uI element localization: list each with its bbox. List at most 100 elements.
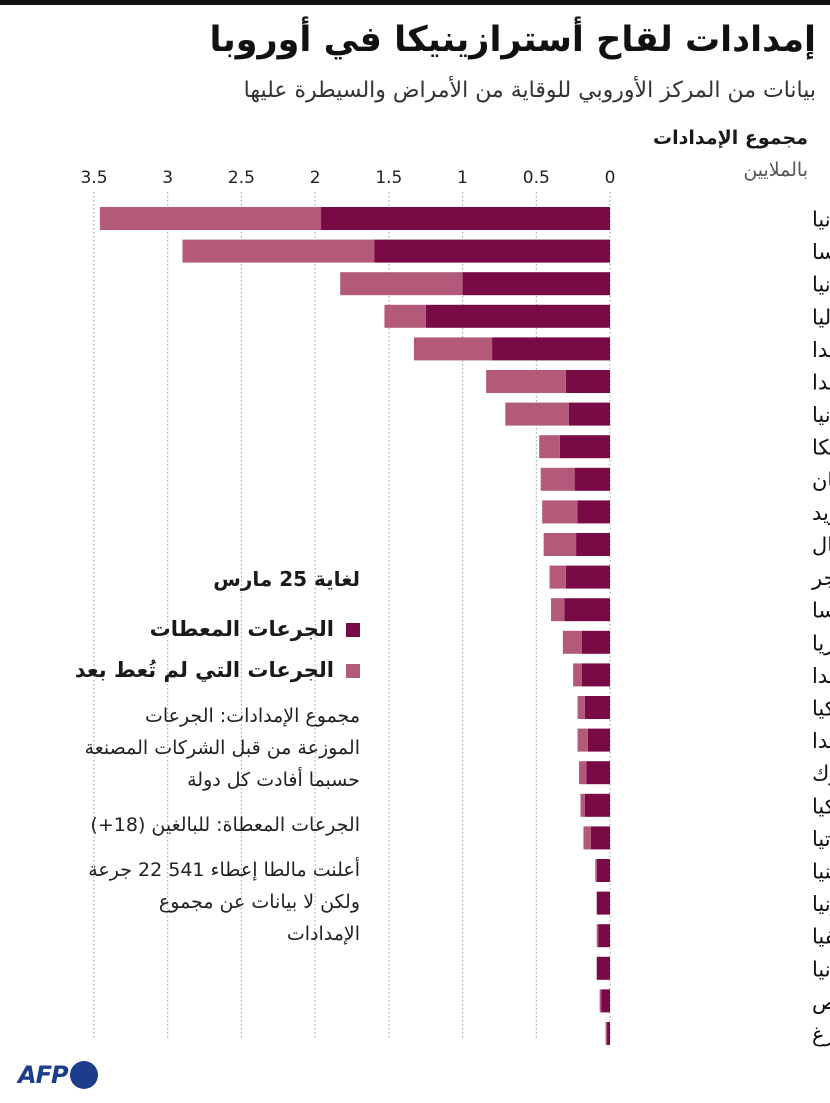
bar-administered (425, 304, 610, 328)
bar-not-administered (580, 793, 585, 817)
bar-not-administered (595, 859, 597, 882)
bar-administered (584, 793, 610, 817)
category-label: الدنمارك (812, 762, 830, 786)
legend-not-administered: الجرعات التي لم تُعط بعد (30, 655, 360, 685)
bar-administered (587, 728, 610, 752)
bar-administered (586, 761, 610, 785)
bar-chart: 0 0.5 1 1.5 2 2.5 3 3.5 ألمانيا فرنسا إسبانيا إيطال… (80, 168, 830, 1047)
category-label: لوكسمبورغ (812, 1023, 830, 1047)
legend-date: لغاية 25 مارس (213, 567, 360, 591)
legend-swatch-administered (346, 623, 360, 637)
x-tick-label: 0 (605, 168, 616, 188)
x-tick-label: 1 (457, 168, 468, 188)
bar-not-administered (562, 630, 582, 654)
category-label: ليتوانيا (812, 957, 830, 981)
bar-not-administered (549, 565, 566, 589)
category-label: المجر (811, 566, 830, 590)
chart-title: إمدادات لقاح أسترازينيكا في أوروبا (209, 20, 816, 60)
bar-not-administered (413, 337, 493, 361)
axis-title: مجموع الإمدادات (653, 127, 808, 149)
category-label: السويد (812, 501, 830, 525)
bar-administered (581, 663, 610, 687)
bar-administered (565, 370, 610, 393)
category-label: بلغاريا (812, 631, 830, 655)
category-label: سلوفينيا (812, 860, 830, 884)
note-supplies: مجموع الإمدادات: الجرعات الموزعة من قبل … (84, 705, 360, 791)
bar-not-administered (340, 272, 463, 296)
note-malta: أعلنت مالطا إعطاء 541 22 جرعة ولكن لا بي… (88, 859, 360, 945)
bar-administered (596, 956, 610, 980)
x-tick-label: 2.5 (228, 168, 255, 188)
category-label: النمسا (812, 599, 830, 623)
bar-administered (584, 696, 610, 719)
category-label: فنلندا (812, 664, 830, 688)
category-label: رومانيا (812, 403, 830, 427)
category-label: ألمانيا (812, 206, 830, 232)
afp-logo: AFP (18, 1058, 98, 1092)
category-label: إستونيا (812, 892, 830, 917)
bar-not-administered (540, 467, 575, 491)
bar-not-administered (182, 239, 375, 263)
category-label: البرتغال (812, 534, 830, 558)
bar-not-administered (605, 1022, 608, 1045)
bar-administered (574, 467, 610, 491)
bar-not-administered (505, 402, 569, 426)
category-label: كرواتيا (812, 827, 830, 851)
chart-subtitle: بيانات من المركز الأوروبي للوقاية من الأ… (243, 78, 816, 103)
legend-administered-label: الجرعات المعطات (149, 617, 334, 641)
bar-administered (607, 1022, 610, 1045)
category-label: إيطاليا (812, 305, 830, 330)
bar-administered (559, 435, 610, 459)
bar-not-administered (596, 924, 599, 948)
note-administered: الجرعات المعطاة: للبالغين (18+) (90, 814, 360, 836)
bar-administered (565, 565, 610, 589)
category-label: إسبانيا (812, 273, 830, 298)
bar-not-administered (583, 826, 591, 850)
bar-not-administered (384, 304, 426, 328)
bar-not-administered (542, 500, 578, 524)
bar-not-administered (486, 370, 566, 393)
category-label: بلجيكا (812, 436, 830, 460)
bar-not-administered (599, 989, 602, 1013)
afp-logo-dot (69, 1061, 98, 1089)
bar-administered (581, 630, 610, 654)
category-label: أيرلندا (812, 727, 830, 753)
bar-administered (596, 891, 610, 915)
bar-not-administered (579, 761, 587, 785)
category-label: لاتفيا (812, 925, 830, 949)
legend-swatch-not-administered (346, 664, 360, 678)
x-tick-label: 0.5 (523, 168, 550, 188)
bar-administered (492, 337, 610, 361)
legend-not-administered-label: الجرعات التي لم تُعط بعد (74, 658, 334, 682)
afp-logo-text: AFP (18, 1061, 69, 1089)
x-tick-label: 3 (162, 168, 173, 188)
bar-not-administered (551, 598, 565, 622)
bar-administered (576, 533, 610, 556)
bar-not-administered (99, 207, 322, 230)
bar-not-administered (543, 533, 577, 556)
bar-administered (590, 826, 610, 850)
x-tick-label: 3.5 (80, 168, 107, 188)
bar-not-administered (577, 696, 585, 719)
bar-administered (596, 859, 610, 882)
bar-administered (564, 598, 610, 622)
category-label: اليونان (812, 468, 830, 492)
category-label: قبرص (812, 990, 830, 1014)
top-rule (0, 0, 830, 5)
category-label: بولندا (812, 338, 830, 362)
bar-administered (598, 924, 610, 948)
bar-administered (462, 272, 610, 296)
legend-administered: الجرعات المعطات (30, 614, 360, 644)
axis-unit: بالملايين (743, 159, 808, 181)
bar-administered (321, 207, 610, 230)
bar-not-administered (539, 435, 560, 459)
category-label: فرنسا (812, 240, 830, 264)
bar-administered (374, 239, 610, 263)
bar-not-administered (573, 663, 582, 687)
bar-administered (577, 500, 610, 524)
x-tick-label: 1.5 (375, 168, 402, 188)
bar-not-administered (577, 728, 588, 752)
category-label: هولندا (812, 371, 830, 395)
x-tick-label: 2 (310, 168, 321, 188)
bar-administered (601, 989, 610, 1013)
